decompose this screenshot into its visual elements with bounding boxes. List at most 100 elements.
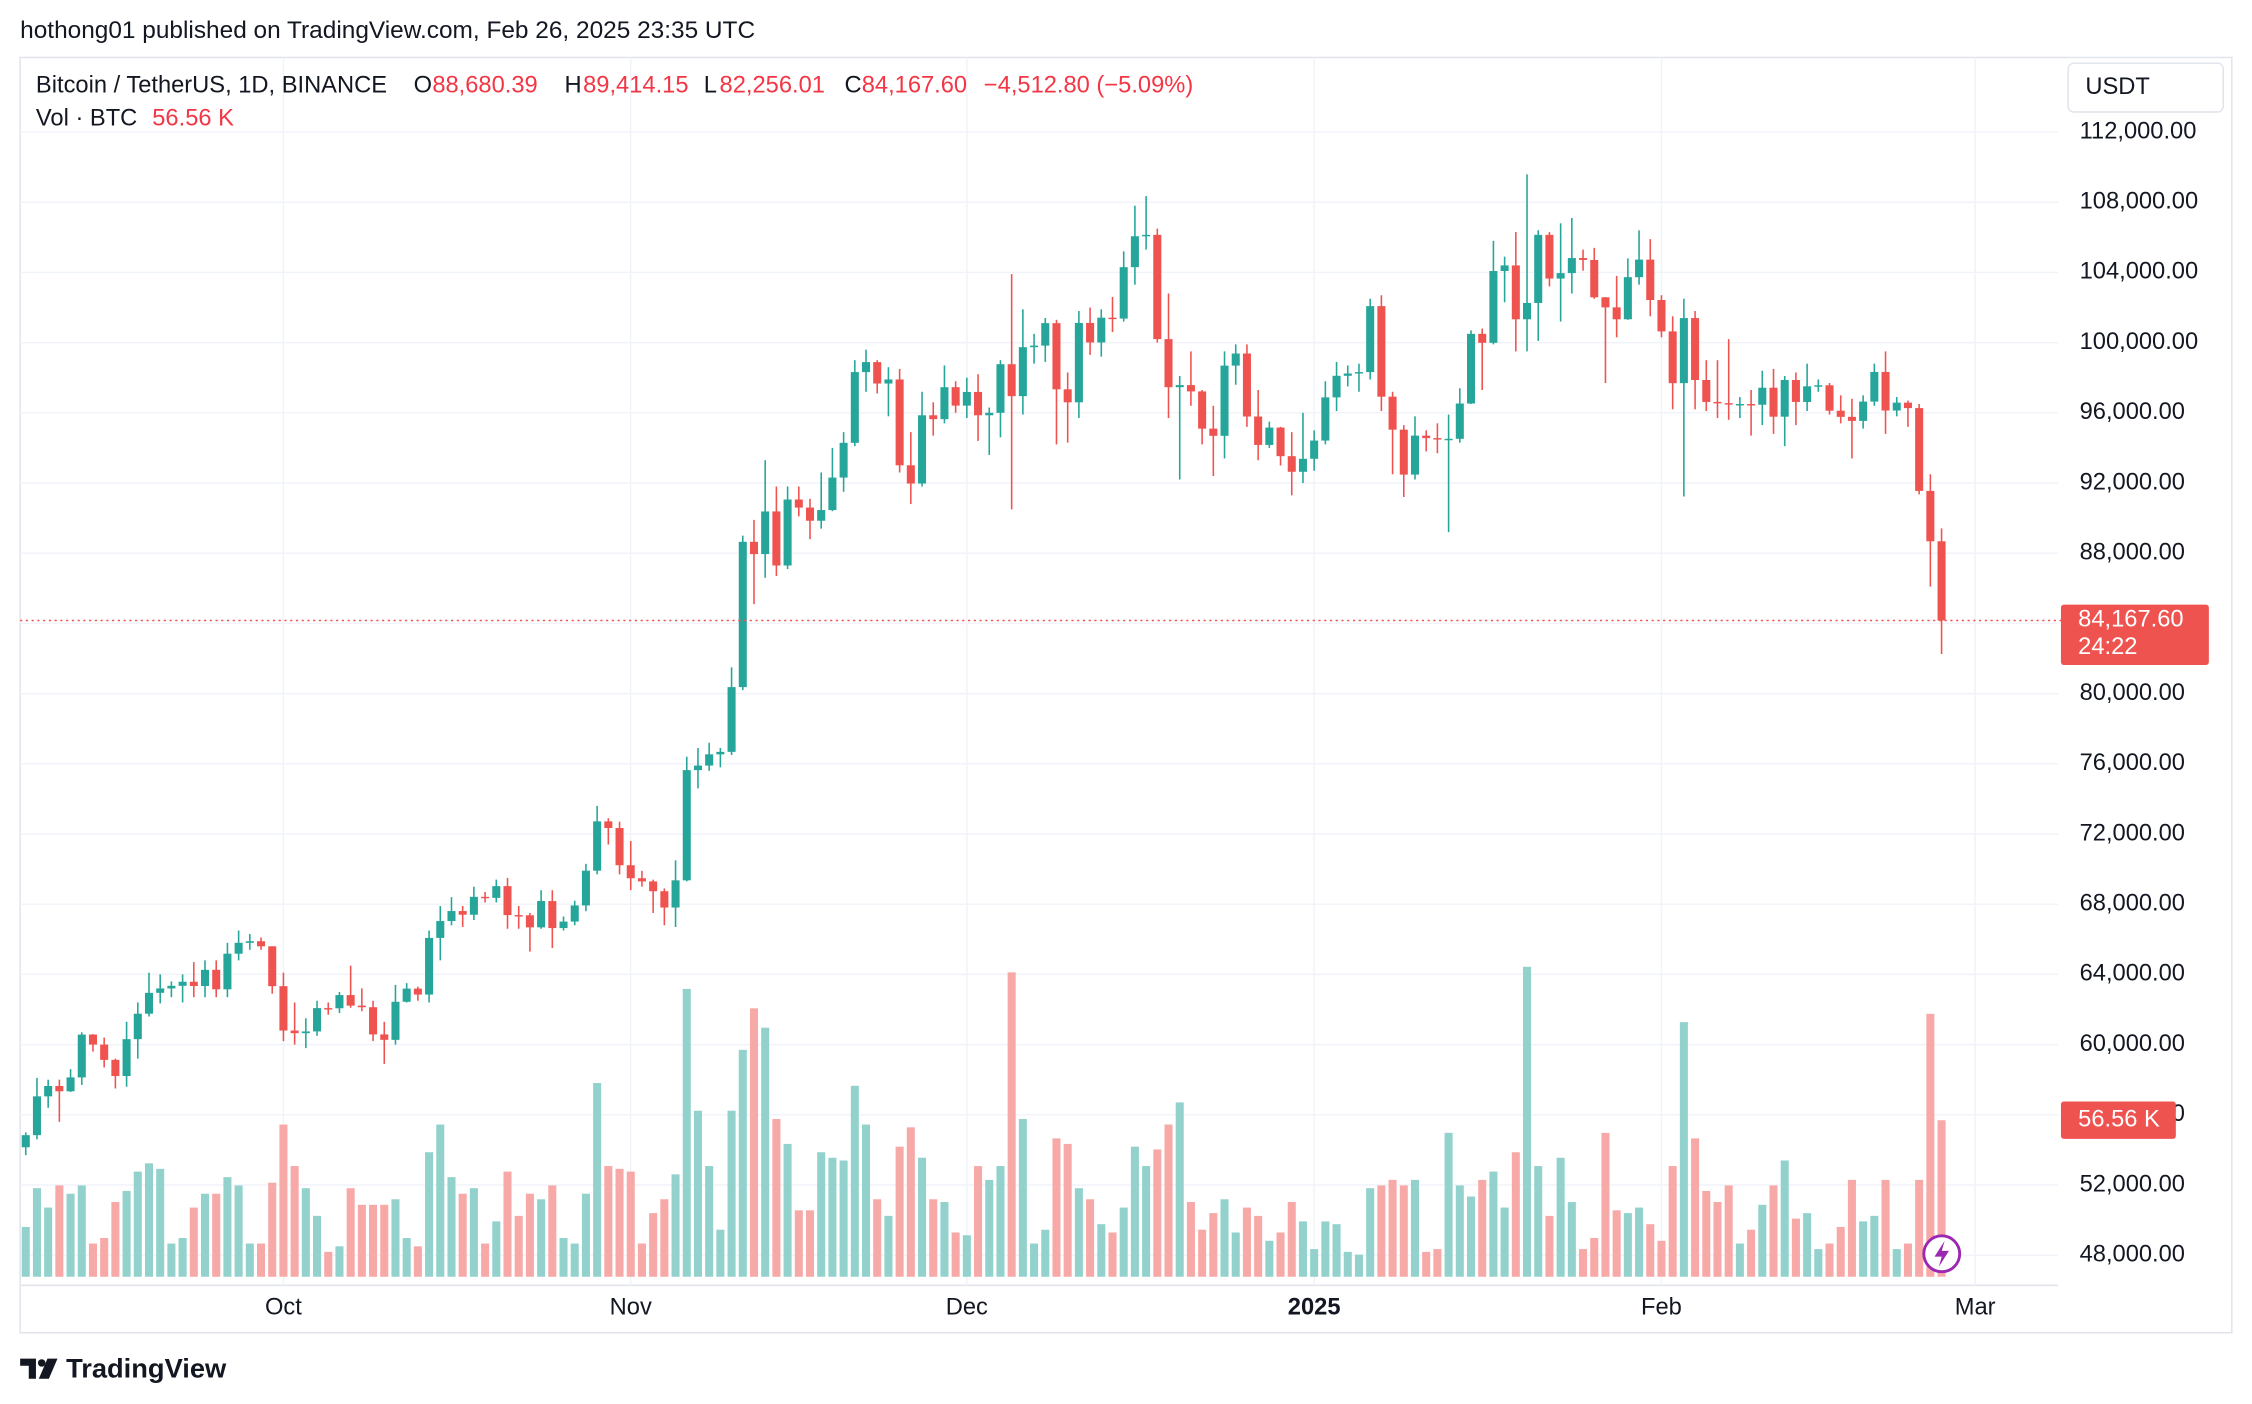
volume-bar [817,1152,826,1277]
volume-bar [1175,1102,1184,1277]
volume-bar [1769,1185,1778,1277]
volume-bar [1556,1157,1565,1277]
candle-body [1007,364,1016,397]
volume-bar [985,1179,994,1277]
volume-bar [805,1210,815,1277]
volume-bar [1635,1207,1644,1277]
candle-body [1836,410,1845,417]
candle-body [895,379,904,466]
volume-bar [1646,1224,1655,1277]
volume-bar [1567,1202,1576,1277]
candle-body [1209,428,1218,436]
volume-bar [1444,1132,1453,1277]
volume-bar [1601,1132,1610,1277]
candle-body [906,465,915,484]
candle-body [985,412,994,416]
candle-body [1410,435,1420,475]
volume-bar [1466,1196,1476,1277]
volume-bar [850,1085,859,1277]
candle-body [1534,234,1543,303]
volume-bar [32,1188,41,1277]
candle-body [458,911,467,915]
volume-bar [772,1119,781,1277]
candle-body [1399,429,1408,475]
replay-icon[interactable] [1922,1234,1962,1274]
y-tick-label: 104,000.00 [2080,259,2199,285]
candle-body [413,988,422,995]
c-value: 84,167.60 [862,72,967,98]
volume-bar [425,1152,434,1277]
axis-layer: 48,000.0052,000.0056,000.0060,000.0064,0… [20,118,2209,1321]
logo-mark [20,1358,36,1379]
candle-body [167,985,176,989]
candle-body [1455,403,1464,439]
x-tick-label: Oct [265,1295,302,1321]
volume-bar [1657,1240,1666,1277]
volume-bar [1321,1221,1330,1277]
volume-bar [1534,1166,1543,1277]
volume-bar [1758,1204,1767,1277]
volume-bar [1433,1249,1442,1277]
vol-key: Vol · BTC [36,105,137,131]
candle-body [1130,236,1139,268]
candle-body [1242,353,1251,417]
volume-bar [1153,1149,1162,1277]
volume-bar [144,1163,154,1277]
candle-body [940,387,949,420]
volume-bar [1511,1152,1520,1277]
volume-bar [1209,1213,1218,1277]
volume-bar [21,1226,30,1277]
volume-bar [178,1238,187,1277]
y-tick-label: 76,000.00 [2080,750,2185,776]
candle-body [1086,322,1095,343]
volume-bar [133,1171,142,1277]
volume-bar [749,1008,759,1277]
volume-bar [996,1166,1005,1277]
volume-bar [1590,1238,1599,1277]
y-tick-label: 88,000.00 [2080,539,2185,565]
volume-bar [212,1193,221,1277]
candle-body [469,896,478,915]
volume-bar [481,1243,490,1277]
candle-body [1366,306,1375,373]
volume-bar [1063,1143,1072,1277]
candle-body [1186,385,1195,392]
volume-bar [257,1243,266,1277]
volume-bar [693,1110,702,1277]
candle-body [1321,397,1330,441]
candle-body [1097,317,1106,343]
candle-body [1601,297,1610,308]
volume-layer [21,966,1946,1277]
y-tick-label: 80,000.00 [2080,680,2185,706]
candle-body [1433,438,1442,440]
volume-bar [335,1246,344,1277]
candle-body [761,511,770,555]
volume-bar [503,1171,512,1277]
volume-bar [1780,1160,1789,1277]
candle-body [1915,408,1924,491]
candle-body [1881,371,1890,411]
candle-body [1052,323,1061,390]
volume-bar [1915,1179,1924,1277]
candle-body [402,988,411,1002]
volume-bar [413,1246,422,1277]
volume-bar [1791,1218,1800,1277]
candle-body [1803,386,1812,402]
candle-body [1198,391,1207,429]
volume-bar [940,1202,949,1277]
candle-body [1310,440,1319,459]
volume-bar [122,1190,131,1277]
y-tick-label: 108,000.00 [2080,188,2199,214]
y-tick-label: 48,000.00 [2080,1241,2185,1267]
candle-body [974,391,983,416]
currency-box[interactable] [2067,62,2224,113]
candle-body [178,981,187,986]
volume-bar [839,1160,848,1277]
candle-body [1892,402,1901,411]
candle-body [1500,265,1509,272]
candle-body [525,915,534,928]
volume-bar [537,1199,546,1277]
price-badge-label: 84,167.60 [2078,607,2183,633]
candle-body [1702,380,1711,402]
candle-body [1780,380,1789,417]
